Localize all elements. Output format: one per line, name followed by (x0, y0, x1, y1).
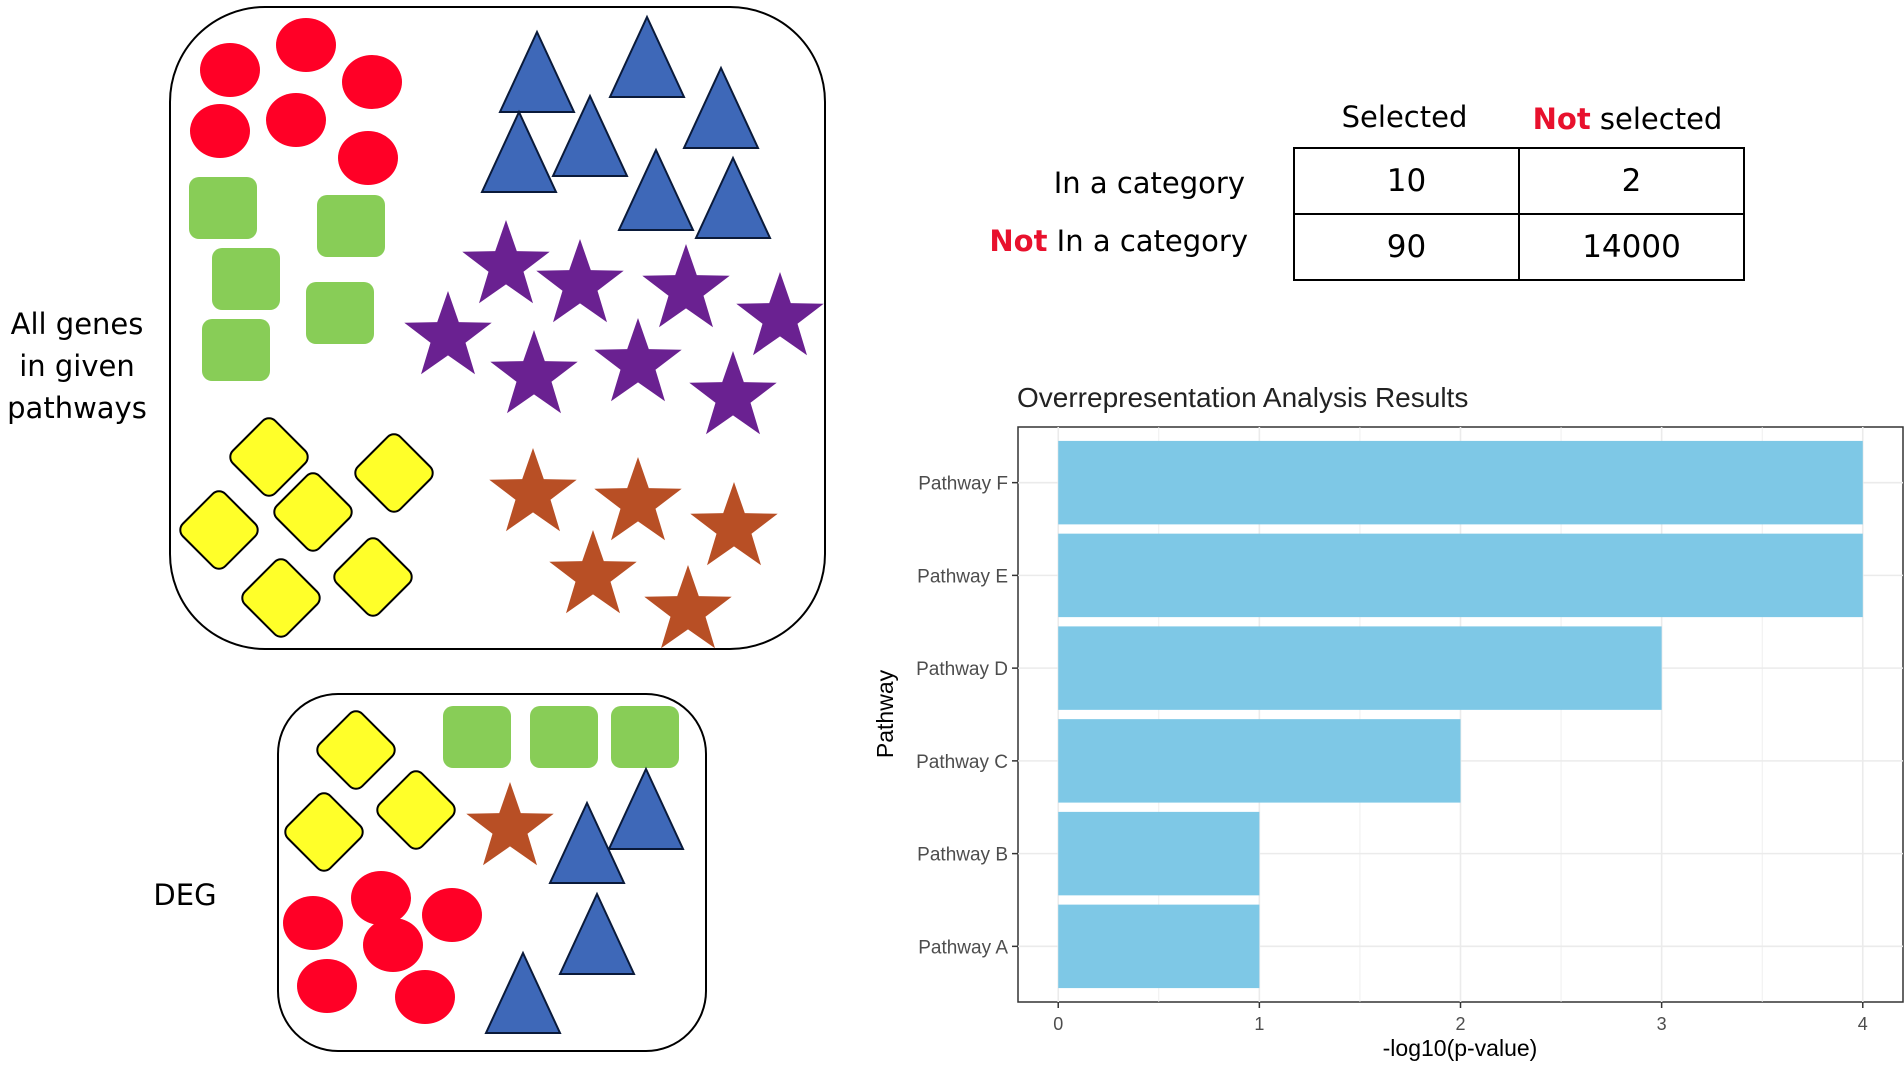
row-header-not-in-category: Not In a category (940, 220, 1248, 262)
y-axis-label: Pathway (872, 669, 898, 758)
row-header-not-in-category-suffix: In a category (1047, 224, 1248, 258)
table-cell: 2 (1518, 147, 1745, 215)
table-cell: 10 (1293, 147, 1520, 215)
x-tick-label: 1 (1254, 1014, 1264, 1034)
y-tick-label: Pathway B (917, 845, 1008, 866)
all-genes-label-line-2: in given (19, 349, 135, 383)
table-row: 10 2 (1293, 147, 1745, 215)
table-cell: 14000 (1518, 213, 1745, 281)
all-genes-label-line-3: pathways (7, 391, 147, 425)
col-header-selected: Selected (1341, 100, 1468, 134)
col-header-not-selected: Not selected (1516, 98, 1739, 140)
chart-title: Overrepresentation Analysis Results (1017, 382, 1468, 413)
bar-pathway-a (1058, 904, 1260, 989)
y-tick-label: Pathway E (917, 566, 1008, 587)
y-tick-label: Pathway A (918, 937, 1008, 958)
not-highlight: Not (989, 224, 1048, 258)
x-tick-label: 4 (1858, 1014, 1868, 1034)
all-genes-label-line-1: All genes (10, 307, 144, 341)
all-genes-label: All genes in given pathways (0, 303, 154, 429)
col-header-not-selected-suffix: selected (1590, 102, 1723, 136)
contingency-table: 10 2 90 14000 (1293, 147, 1745, 281)
x-tick-label: 3 (1657, 1014, 1667, 1034)
row-header-in-category: In a category (1053, 166, 1245, 200)
bar-pathway-f (1058, 440, 1863, 525)
y-tick-label: Pathway F (918, 474, 1008, 495)
deg-label: DEG (153, 878, 217, 912)
x-tick-label: 0 (1053, 1014, 1063, 1034)
x-tick-label: 2 (1455, 1014, 1465, 1034)
bar-pathway-e (1058, 533, 1863, 618)
y-tick-label: Pathway C (916, 752, 1008, 773)
bar-pathway-c (1058, 719, 1461, 803)
bar-pathway-b (1058, 811, 1260, 896)
bar-pathway-d (1058, 626, 1662, 710)
x-axis-label: -log10(p-value) (1383, 1035, 1538, 1061)
table-row: 90 14000 (1293, 213, 1745, 281)
bars (1058, 440, 1863, 989)
not-highlight: Not (1532, 102, 1591, 136)
axes: Pathway A Pathway B Pathway C Pathway D Path… (916, 474, 1868, 1034)
table-cell: 90 (1293, 213, 1520, 281)
y-tick-label: Pathway D (916, 659, 1008, 680)
